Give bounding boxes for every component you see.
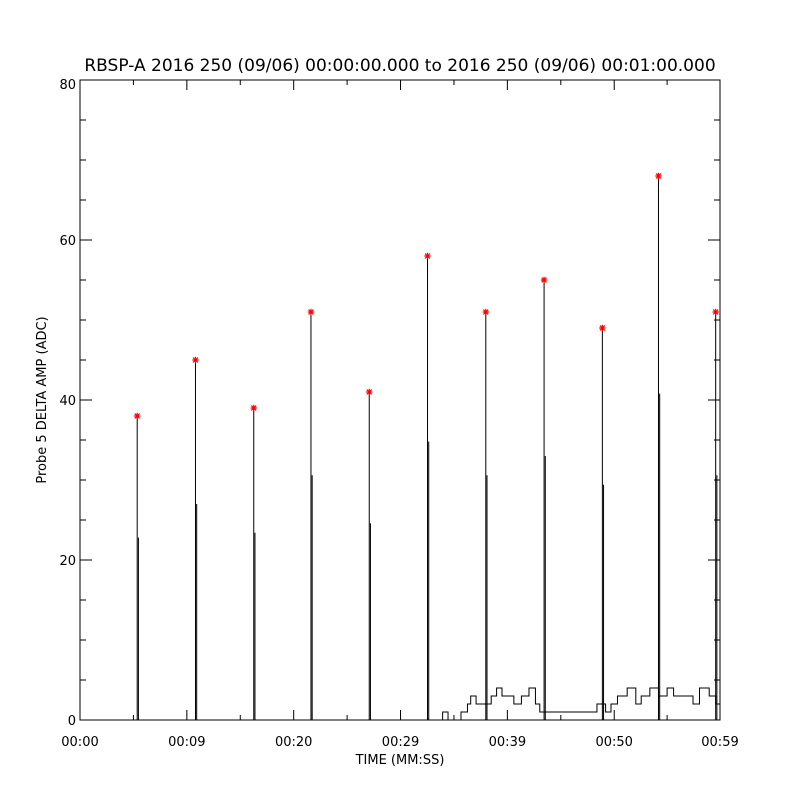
x-tick-label: 00:59 (701, 735, 738, 750)
axis-tick-labels: 00:00 00:09 00:20 00:29 00:39 00:50 00:59 0 20 40… (59, 78, 738, 750)
y-axis-label: Probe 5 DELTA AMP (ADC) (35, 316, 50, 483)
peak-marker (366, 388, 373, 396)
peak-markers (134, 172, 719, 420)
x-tick-label: 00:20 (275, 735, 312, 750)
plot-frame (79, 79, 721, 721)
axis-ticks (79, 79, 721, 721)
peak-marker (250, 404, 257, 412)
chart-title: RBSP-A 2016 250 (09/06) 00:00:00.000 to … (84, 56, 715, 76)
peak-marker (655, 172, 662, 180)
x-tick-label: 00:09 (168, 735, 205, 750)
y-tick-label: 20 (59, 554, 76, 569)
y-tick-label: 80 (59, 78, 76, 93)
baseline-step-line (80, 687, 720, 721)
x-tick-label: 00:29 (382, 735, 419, 750)
peak-marker (712, 308, 719, 316)
peak-marker (424, 252, 431, 260)
y-tick-label: 60 (59, 234, 76, 249)
peak-marker (134, 412, 141, 420)
signal-trace (80, 176, 720, 721)
peak-marker (599, 324, 606, 332)
peak-marker (482, 308, 490, 316)
peak-marker (540, 276, 548, 284)
y-tick-label: 0 (68, 714, 76, 729)
peak-marker (192, 356, 199, 364)
y-tick-label: 40 (59, 394, 76, 409)
x-axis-label: TIME (MM:SS) (355, 753, 445, 768)
x-tick-label: 00:00 (61, 735, 98, 750)
peak-marker (307, 308, 315, 316)
x-tick-label: 00:39 (489, 735, 526, 750)
x-tick-label: 00:50 (595, 735, 632, 750)
